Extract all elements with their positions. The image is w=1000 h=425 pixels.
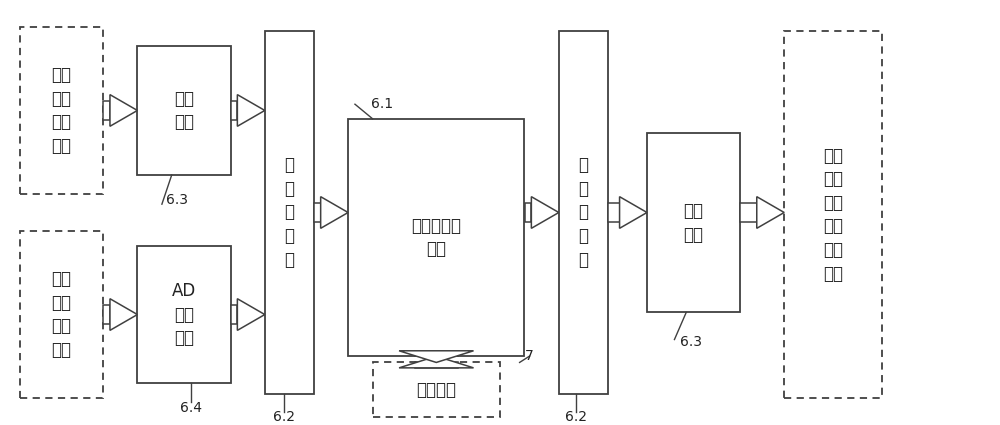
Polygon shape — [321, 197, 348, 228]
Bar — [137, 46, 230, 175]
Bar — [608, 203, 620, 222]
Polygon shape — [620, 197, 647, 228]
Text: 电
平
转
换
器: 电 平 转 换 器 — [284, 156, 294, 269]
Text: 电
平
转
换
器: 电 平 转 换 器 — [578, 156, 588, 269]
Bar — [348, 119, 524, 356]
Text: 可编程逻辑
芯片: 可编程逻辑 芯片 — [411, 217, 461, 258]
Polygon shape — [237, 299, 265, 330]
Bar — [740, 203, 757, 222]
Bar — [265, 31, 314, 394]
Bar — [524, 203, 531, 222]
Text: 7: 7 — [525, 349, 534, 363]
Bar — [20, 231, 103, 398]
Bar — [314, 203, 321, 222]
Bar — [647, 133, 740, 312]
Bar — [415, 363, 458, 368]
Bar — [137, 246, 230, 383]
Polygon shape — [757, 197, 784, 228]
Text: 6.2: 6.2 — [565, 410, 587, 424]
Text: 调度中心: 调度中心 — [416, 380, 456, 399]
Polygon shape — [531, 197, 559, 228]
Bar — [230, 306, 237, 324]
Polygon shape — [399, 356, 474, 368]
Bar — [230, 101, 237, 119]
Text: 6.4: 6.4 — [180, 401, 202, 415]
Polygon shape — [399, 351, 474, 363]
Bar — [559, 31, 608, 394]
Bar — [415, 351, 458, 356]
Bar — [20, 27, 103, 194]
Text: 6.2: 6.2 — [273, 410, 295, 424]
Text: 继电
器和
可控
硅的
触发
信号: 继电 器和 可控 硅的 触发 信号 — [823, 147, 843, 283]
Text: 开关
状态
的数
字量: 开关 状态 的数 字量 — [51, 66, 71, 155]
Polygon shape — [110, 95, 137, 126]
Bar — [103, 306, 110, 324]
Text: 6.3: 6.3 — [166, 193, 188, 207]
Text: 光电
隔离: 光电 隔离 — [684, 202, 704, 244]
Polygon shape — [110, 299, 137, 330]
Polygon shape — [237, 95, 265, 126]
Bar — [103, 101, 110, 119]
Bar — [784, 31, 882, 398]
Text: AD
采样
芯片: AD 采样 芯片 — [172, 282, 196, 347]
Text: 光电
隔离: 光电 隔离 — [174, 90, 194, 131]
Text: 6.3: 6.3 — [680, 334, 702, 348]
Text: 6.1: 6.1 — [371, 97, 393, 111]
Text: 电压
电流
的模
拟量: 电压 电流 的模 拟量 — [51, 270, 71, 359]
Bar — [373, 363, 500, 416]
